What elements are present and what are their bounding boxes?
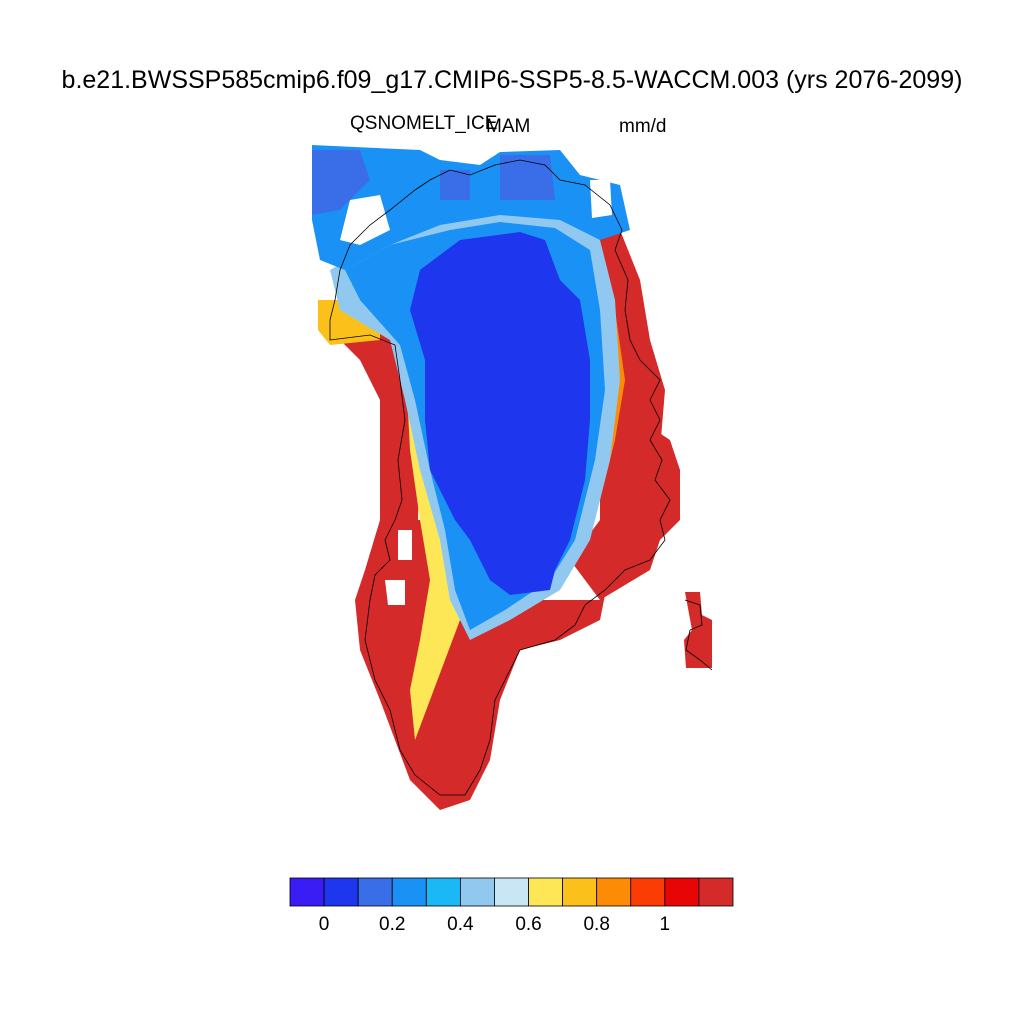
melt-region-north-speckle — [312, 150, 555, 215]
colorbar-swatch — [323, 877, 359, 907]
melt-band-north-yellow — [318, 300, 380, 345]
ocean-gap-west-1 — [385, 580, 405, 605]
units-label: mm/d — [619, 116, 667, 137]
colorbar-tick-label: 0.4 — [447, 914, 474, 935]
colorbar-swatch — [562, 877, 598, 907]
colorbar-tick-label: 0.8 — [583, 914, 609, 935]
ocean-gap-northwest — [340, 195, 390, 245]
colorbar-swatch — [357, 877, 393, 907]
season-label: MAM — [486, 116, 531, 137]
colorbar-tick-label: 0.2 — [379, 914, 405, 935]
east-island — [684, 592, 712, 668]
colorbar-swatch — [494, 877, 529, 907]
colorbar-swatch — [630, 877, 666, 907]
colorbar-swatch — [528, 877, 564, 907]
ocean-gap-west-2 — [398, 530, 412, 560]
colorbar-swatch — [289, 877, 325, 907]
ocean-gap-northeast — [590, 180, 612, 218]
colorbar-swatch — [698, 877, 734, 907]
colorbar-tick-label: 0 — [319, 914, 330, 935]
ice-sheet-interior — [410, 232, 590, 595]
colorbar-tick-label: 1 — [660, 914, 671, 935]
colorbar-swatch — [664, 877, 700, 907]
colorbar-swatch — [391, 877, 427, 907]
plot-title: b.e21.BWSSP585cmip6.f09_g17.CMIP6-SSP5-8… — [61, 66, 963, 94]
colorbar-swatch — [459, 877, 495, 907]
colorbar-swatch — [596, 877, 632, 907]
variable-label: QSNOMELT_ICE — [350, 113, 498, 134]
colorbar-swatch — [425, 877, 461, 907]
coastline-island — [684, 599, 713, 671]
coastline — [329, 159, 671, 796]
colorbar-tick-label: 0.6 — [515, 914, 541, 935]
